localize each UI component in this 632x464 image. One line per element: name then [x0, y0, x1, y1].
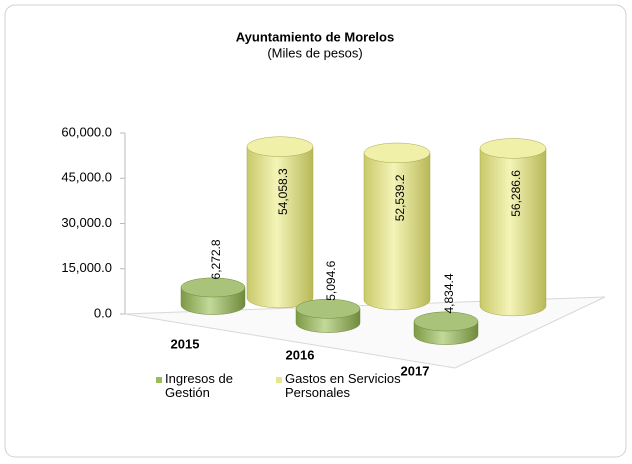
x-tick-label: 2016 — [286, 347, 315, 362]
cylinder-top — [413, 311, 479, 332]
legend-item: Gastos en Servicios Personales — [276, 372, 435, 400]
cylinder-top — [295, 298, 361, 319]
y-tick-label: 45,000.0 — [61, 170, 112, 185]
cylinder-top — [180, 277, 246, 298]
value-label: 54,058.3 — [276, 168, 290, 215]
floor — [124, 296, 606, 369]
chart-subtitle: (Miles de pesos) — [267, 45, 362, 60]
cylinder — [363, 152, 431, 311]
chart-title: Ayuntamiento de Morelos — [236, 29, 394, 44]
legend-label: Ingresos de Gestión — [165, 371, 233, 400]
cylinder-top — [479, 138, 547, 159]
value-label: 4,834.4 — [442, 273, 456, 313]
y-tick-label: 60,000.0 — [61, 124, 112, 139]
x-tick-label: 2015 — [171, 336, 200, 351]
legend-swatch — [156, 377, 162, 383]
legend-label: Gastos en Servicios Personales — [285, 371, 401, 400]
x-tick-label: 2017 — [401, 363, 430, 378]
cylinder-top — [246, 136, 314, 157]
y-tick-label: 0.0 — [94, 305, 112, 320]
value-label: 5,094.6 — [324, 260, 338, 300]
legend-item: Ingresos de Gestión — [156, 372, 255, 400]
y-tick-label: 30,000.0 — [61, 215, 112, 230]
legend-swatch — [276, 377, 282, 383]
cylinder-top — [363, 142, 431, 164]
cylinder — [246, 146, 314, 309]
value-label: 6,272.8 — [209, 239, 223, 279]
y-tick-label: 15,000.0 — [61, 260, 112, 275]
cylinder — [479, 148, 547, 317]
value-label: 56,286.6 — [509, 170, 523, 217]
value-label: 52,539.2 — [393, 174, 407, 221]
